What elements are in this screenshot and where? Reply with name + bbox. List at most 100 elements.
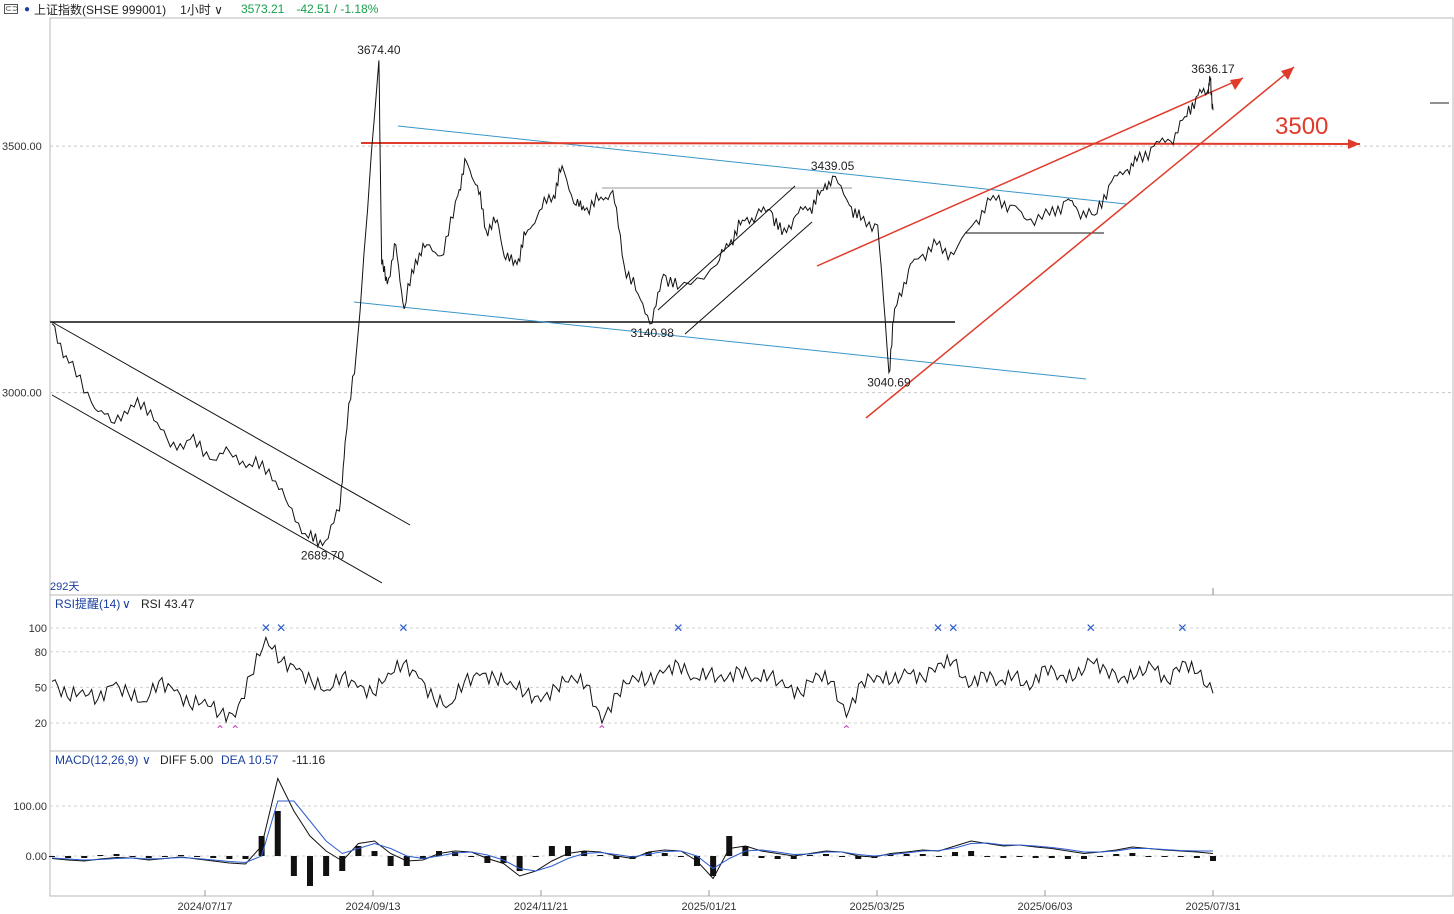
y-tick-label: 3500.00: [2, 141, 42, 153]
macd-bar: [323, 856, 330, 876]
red-trend-upper: [816, 77, 1244, 267]
macd-bar: [935, 856, 942, 857]
level-3500-arrow: [1348, 139, 1360, 149]
grid-lines: [50, 145, 1453, 394]
macd-bar: [1210, 856, 1216, 861]
macd-bar: [919, 854, 926, 856]
macd-diff-value: DIFF 5.00: [160, 753, 214, 767]
main-y-axis: 3500.00 3000.00: [2, 141, 42, 399]
price-annotation: 3439.05: [811, 159, 855, 173]
x-tick-label: 2025/06/03: [1017, 901, 1072, 913]
macd-bar: [1032, 856, 1039, 858]
rsi-overbought-mark: ✕: [933, 621, 943, 635]
macd-bar: [903, 854, 910, 856]
macd-bar: [49, 856, 55, 857]
macd-dea-series: [51, 800, 1213, 872]
macd-bar: [548, 846, 555, 856]
macd-bar: [1016, 856, 1023, 857]
macd-bar: [984, 856, 991, 857]
down-channel-upper: [51, 321, 411, 526]
price-change: -42.51 / -1.18%: [296, 2, 379, 16]
macd-bar: [290, 856, 297, 876]
price-annotation: 3040.69: [867, 376, 911, 390]
macd-histogram: [49, 811, 1216, 886]
red-trend-lower: [865, 66, 1295, 419]
x-axis: 2024/07/17 2024/09/13 2024/11/21 2025/01/21…: [177, 890, 1241, 913]
x-tick-label: 2024/11/21: [514, 901, 568, 913]
macd-bar: [758, 856, 765, 858]
x-tick-label: 2025/01/21: [681, 901, 736, 913]
macd-bar: [1097, 856, 1104, 857]
macd-bar: [726, 836, 733, 856]
rsi-overbought-mark: ✕: [1086, 621, 1096, 635]
rsi-y-axis: 100 80 50 20: [29, 623, 1453, 730]
macd-bar: [677, 856, 684, 857]
link-icon[interactable]: ⊂⊃: [4, 4, 19, 14]
level-3500-label: 3500: [1275, 113, 1328, 140]
x-tick-label: 2025/03/25: [849, 901, 904, 913]
macd-bar: [968, 851, 975, 856]
macd-bar: [855, 856, 862, 859]
macd-bar: [1000, 856, 1007, 858]
x-tick-label: 2025/07/31: [1185, 901, 1240, 913]
macd-bar: [1161, 856, 1168, 857]
macd-bar: [419, 856, 426, 859]
rsi-signal-marks: ⌃ ⌃ ✕ ✕ ✕ ⌃ ✕ ⌃ ✕ ✕ ✕ ✕: [215, 621, 1187, 737]
macd-bar: [1048, 856, 1055, 858]
chevron-down-icon[interactable]: ∨: [122, 597, 131, 611]
macd-bar: [210, 856, 217, 858]
macd-bar: [178, 855, 184, 856]
macd-bar: [113, 854, 120, 856]
macd-legend[interactable]: MACD(12,26,9): [55, 753, 138, 767]
trendlines: [50, 66, 1361, 595]
macd-bar: [839, 856, 846, 857]
macd-bar: [532, 856, 539, 857]
y-tick-label: 3000.00: [2, 388, 42, 400]
macd-diff-series: [51, 777, 1214, 880]
macd-bar: [387, 856, 394, 866]
macd-bar: [790, 856, 797, 859]
rsi-legend[interactable]: RSI提醒(14): [55, 596, 120, 611]
macd-dea-value: DEA 10.57: [221, 753, 279, 767]
x-tick-label: 2024/07/17: [177, 901, 232, 913]
rsi-y-tick-label: 20: [35, 718, 47, 730]
days-label: 292天: [50, 581, 79, 593]
macd-bar: [661, 853, 668, 856]
macd-bar: [484, 856, 491, 863]
macd-hist-value: -11.16: [292, 753, 325, 767]
chart-frame: [49, 17, 1454, 897]
rsi-overbought-mark: ✕: [398, 621, 408, 635]
red-trend-lower-arrow: [1281, 67, 1294, 80]
macd-bar: [161, 856, 168, 857]
macd-bar: [613, 856, 620, 859]
macd-bar: [274, 811, 281, 856]
period-selector[interactable]: 1小时 ∨: [180, 1, 223, 18]
rsi-value: RSI 43.47: [141, 597, 195, 611]
macd-bar: [468, 856, 475, 857]
red-trend-upper-arrow: [1230, 78, 1243, 90]
macd-bar: [97, 855, 104, 856]
macd-bar: [1081, 856, 1087, 859]
chevron-down-icon[interactable]: ∨: [142, 753, 151, 767]
symbol-dot-icon: ●: [24, 3, 31, 15]
price-annotations: 3674.40 2689.70 3140.98 3439.05 3040.69 3636.…: [301, 43, 1235, 562]
chart-header: ⊂⊃ ● 上证指数(SHSE 999001) 1小时 ∨ 3573.21 -42…: [0, 0, 1454, 18]
macd-bar: [597, 855, 604, 856]
rsi-oversold-mark: ⌃: [841, 723, 851, 737]
rsi-series: [51, 635, 1214, 725]
macd-bar: [452, 852, 459, 856]
rsi-overbought-mark: ✕: [1177, 621, 1187, 635]
price-annotation: 3140.98: [631, 326, 675, 340]
macd-bar: [242, 856, 249, 859]
upper-blue-trend: [397, 125, 1127, 205]
macd-bar: [1193, 856, 1200, 858]
x-tick-label: 2024/09/13: [345, 901, 400, 913]
down-channel-lower: [51, 394, 383, 584]
rsi-overbought-mark: ✕: [276, 621, 286, 635]
symbol-title[interactable]: 上证指数(SHSE 999001): [34, 2, 167, 17]
chevron-down-icon: ∨: [214, 2, 223, 17]
lower-blue-trend: [353, 301, 1087, 380]
macd-y-tick-label: 100.00: [13, 801, 47, 813]
macd-bar: [1145, 856, 1152, 857]
